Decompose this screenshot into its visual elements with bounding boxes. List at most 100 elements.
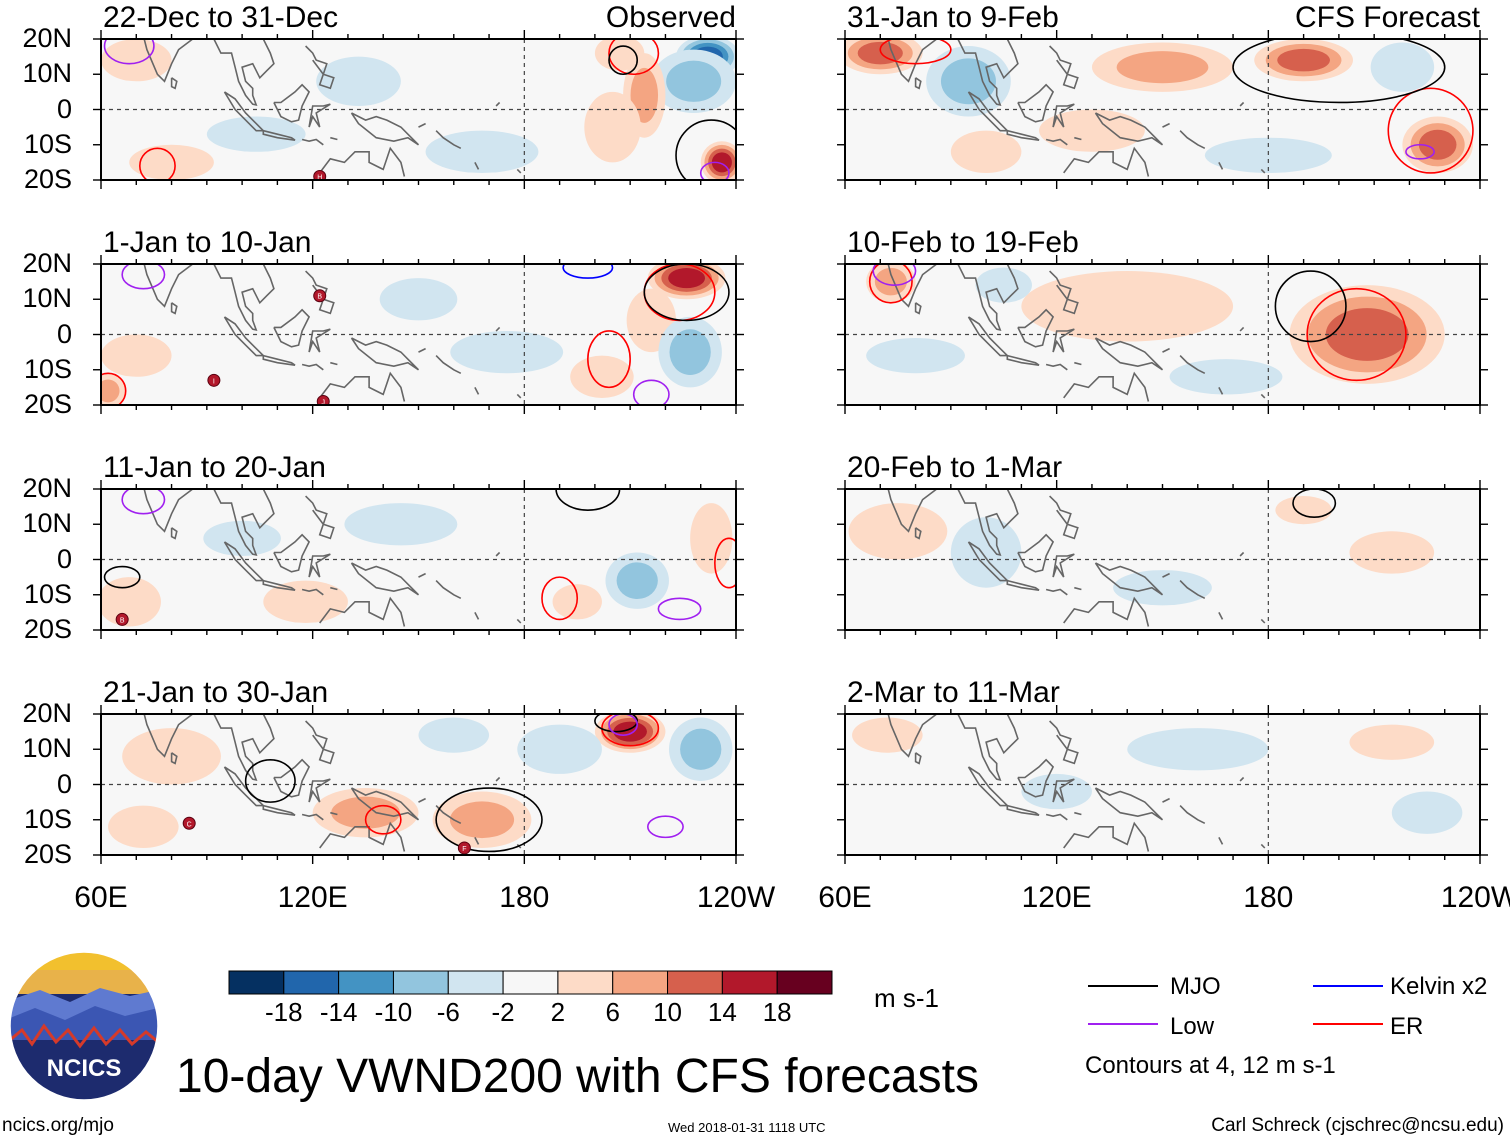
contour-low	[657, 597, 702, 621]
contour-mjo	[1292, 489, 1337, 518]
coastline	[129, 39, 194, 83]
storm-label: H	[317, 174, 322, 181]
coastline	[1049, 495, 1079, 540]
anomaly-shading	[940, 58, 996, 105]
coastline	[350, 112, 420, 146]
coastline	[301, 588, 324, 596]
coastline	[301, 363, 324, 371]
coastline	[319, 371, 406, 402]
y-tick-label: 0	[56, 318, 72, 349]
coastline	[435, 355, 462, 375]
anomaly-shading	[517, 724, 602, 774]
map-panel: B	[93, 480, 744, 639]
panel-title: 2-Mar to 11-Mar	[847, 676, 1060, 709]
coastline	[1162, 572, 1170, 578]
anomaly-shading	[668, 268, 706, 289]
coastline	[350, 787, 420, 821]
anomaly-shading	[449, 801, 515, 839]
storm-label: C	[187, 821, 192, 828]
contour-low	[699, 161, 730, 180]
coastline	[262, 804, 296, 816]
coastline	[418, 122, 426, 128]
coastline	[1218, 612, 1224, 620]
coastline	[129, 264, 194, 308]
anomaly-shading	[450, 330, 564, 374]
anomaly-shading	[584, 91, 641, 163]
site-link: ncics.org/mjo	[2, 1115, 114, 1136]
coastline	[1074, 811, 1082, 816]
coastline	[1218, 387, 1224, 395]
anomaly-shading	[425, 130, 539, 173]
main-title: 10-day VWND200 with CFS forecasts	[176, 1050, 979, 1103]
colorbar-swatch	[392, 970, 449, 995]
coastline	[1049, 270, 1079, 315]
coastline	[305, 720, 335, 765]
coastline	[1094, 112, 1164, 146]
anomaly-shading	[1275, 496, 1332, 525]
y-tick-label: 10S	[23, 128, 72, 159]
y-tick-label: 10N	[22, 58, 72, 89]
coastline	[1260, 393, 1266, 399]
colorbar-swatch	[557, 970, 614, 995]
contour-low	[1405, 143, 1435, 160]
y-tick-label: 20N	[22, 23, 72, 53]
contour-mjo	[608, 45, 639, 76]
colorbar-swatch	[502, 970, 559, 995]
y-tick-label: 10S	[23, 803, 72, 834]
colorbar-tick-label: 18	[762, 997, 792, 1027]
coastline	[213, 264, 275, 331]
coastline	[170, 77, 178, 90]
coastline	[516, 168, 522, 174]
coastline	[418, 797, 426, 803]
coastline	[1017, 533, 1055, 573]
anomaly-shading	[101, 334, 172, 377]
anomaly-shading	[848, 503, 948, 560]
coastline	[474, 612, 480, 620]
anomaly-shading	[857, 41, 903, 65]
coastline	[330, 361, 338, 366]
storm-marker	[115, 612, 129, 626]
coastline	[516, 618, 522, 624]
coastline	[273, 308, 311, 348]
coastline	[308, 103, 331, 128]
anomaly-shading	[1349, 531, 1435, 574]
contour-er	[714, 537, 736, 589]
coastline	[474, 387, 480, 395]
coastline	[1052, 328, 1075, 353]
contour-mjo	[1232, 39, 1446, 104]
coastline	[1094, 562, 1164, 596]
panel-title: 21-Jan to 30-Jan	[103, 676, 329, 709]
colorbar-swatch	[667, 970, 723, 995]
coastline	[350, 562, 420, 596]
coastline	[914, 752, 922, 765]
x-tick-label: 120W	[1440, 881, 1510, 914]
contour-er	[541, 576, 579, 621]
x-tick-label: 120W	[696, 881, 776, 914]
coastline	[1260, 618, 1266, 624]
contour-kelvin-x2	[562, 264, 614, 279]
contour-er	[364, 804, 402, 835]
x-tick-label: 60E	[818, 881, 872, 914]
y-tick-label: 20N	[22, 473, 72, 503]
contour-low	[608, 714, 639, 736]
anomaly-shading	[1418, 129, 1457, 160]
coastline	[1045, 138, 1068, 146]
coastline	[319, 146, 406, 177]
coastline	[873, 714, 938, 758]
y-tick-label: 0	[56, 93, 72, 124]
coastline	[1063, 371, 1150, 402]
coastline	[1052, 778, 1075, 803]
coastline	[1179, 130, 1206, 150]
coastline	[308, 553, 331, 578]
coastline	[1239, 776, 1245, 782]
anomaly-shading	[1113, 570, 1212, 606]
storm-label: J	[322, 399, 326, 406]
colorbar-swatch	[338, 970, 394, 995]
map-panel	[837, 480, 1488, 639]
colorbar-tick-label: -18	[265, 997, 303, 1027]
anomaly-shading	[1391, 791, 1463, 834]
anomaly-shading	[1349, 724, 1435, 760]
coastline	[495, 776, 501, 782]
coastline	[1074, 361, 1082, 366]
coastline	[262, 579, 296, 591]
